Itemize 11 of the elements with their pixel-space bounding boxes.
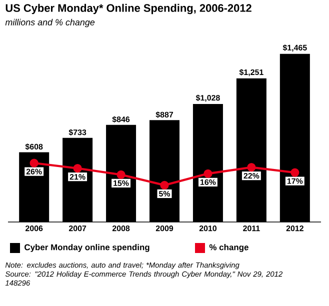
legend-label: Cyber Monday online spending (24, 244, 150, 252)
point (247, 162, 256, 172)
point (290, 168, 300, 177)
point (116, 170, 126, 179)
point (30, 158, 38, 168)
point (204, 169, 212, 178)
chart-title: US Cyber Monday* Online Spending, 2006-2012 (6, 4, 252, 14)
legend-label: % change (209, 244, 248, 252)
chart-subtitle: millions and % change (5, 18, 95, 28)
point (73, 164, 82, 173)
point (160, 180, 169, 190)
